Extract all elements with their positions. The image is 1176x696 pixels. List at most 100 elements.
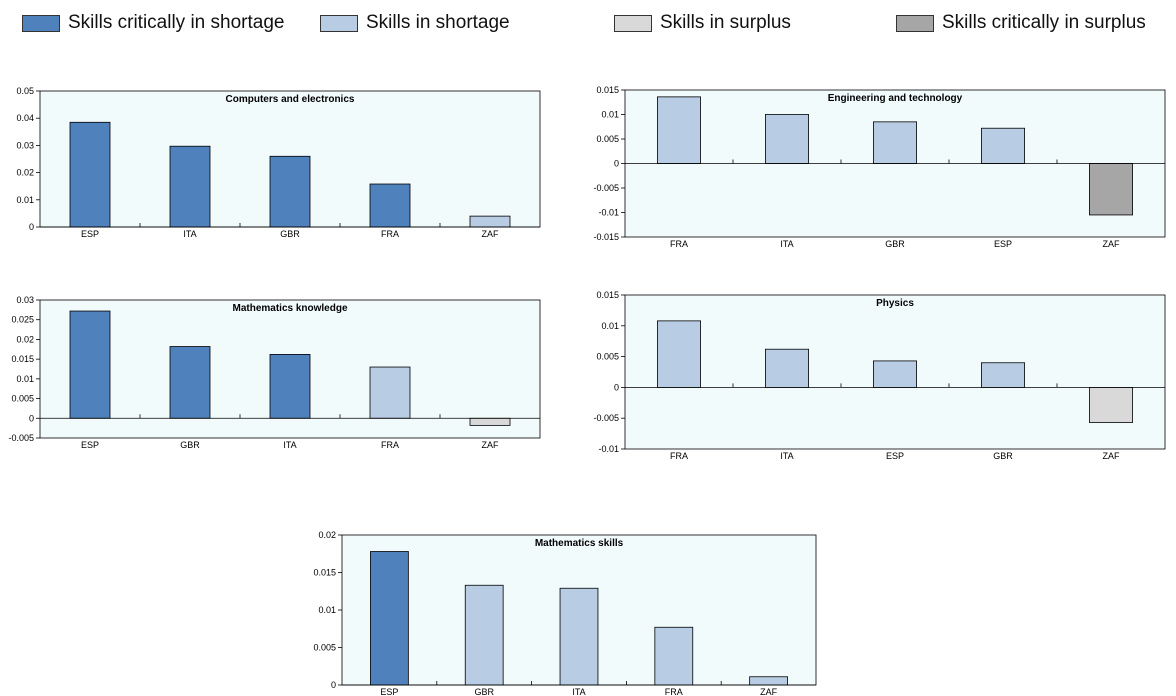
legend-swatch <box>896 14 934 32</box>
chart-legend: Skills critically in shortage Skills in … <box>0 0 1176 50</box>
bar-ita <box>764 114 809 164</box>
x-tick-label: ITA <box>283 440 296 450</box>
bar-fra <box>657 96 702 164</box>
y-tick-label: 0.015 <box>596 290 619 300</box>
chart-title: Mathematics skills <box>535 538 624 549</box>
x-tick-label: ITA <box>780 239 793 249</box>
y-tick-label: 0 <box>29 413 34 423</box>
legend-swatch <box>22 14 60 32</box>
legend-label: Skills critically in shortage <box>68 12 285 33</box>
chart-title: Engineering and technology <box>828 93 963 104</box>
legend-swatch <box>614 14 652 32</box>
chart-mathematics-skills: Mathematics skills 0 0.005 0.01 0.015 0.02 ESP… <box>300 505 840 696</box>
bar-fra <box>369 183 411 228</box>
x-tick-label: GBR <box>993 451 1013 461</box>
x-tick-label: ZAF <box>482 229 500 239</box>
y-tick-label: 0.01 <box>318 605 336 615</box>
bar-esp <box>69 310 111 419</box>
y-tick-label: 0.015 <box>11 354 34 364</box>
bar-esp <box>872 360 917 388</box>
y-tick-label: 0.03 <box>16 140 34 150</box>
chart-computers-and-electronics: Computers and electronics 0 0.01 0.02 0.03 0.… <box>0 76 560 246</box>
bar-ita <box>559 587 599 686</box>
bar-zaf <box>1088 387 1133 423</box>
legend-label: Skills in shortage <box>366 12 510 33</box>
y-tick-label: 0.04 <box>16 113 34 123</box>
y-tick-label: 0.02 <box>318 530 336 540</box>
x-tick-label: FRA <box>670 239 688 249</box>
x-tick-label: FRA <box>670 451 688 461</box>
x-tick-label: ESP <box>886 451 904 461</box>
x-tick-label: GBR <box>474 687 494 696</box>
x-tick-label: ITA <box>572 687 585 696</box>
y-tick-label: 0.01 <box>601 321 619 331</box>
x-tick-label: GBR <box>885 239 905 249</box>
y-tick-label: -0.005 <box>593 183 619 193</box>
chart-svg: Physics -0.01 -0.005 0 0.005 0.01 0.015 FRA ITA E… <box>593 290 1166 461</box>
chart-svg: Mathematics skills 0 0.005 0.01 0.015 0.02 ESP… <box>313 530 817 696</box>
y-tick-label: -0.005 <box>8 433 34 443</box>
chart-physics: Physics -0.01 -0.005 0 0.005 0.01 0.015 FRA ITA E… <box>585 280 1176 470</box>
y-tick-label: 0.005 <box>596 134 619 144</box>
x-tick-label: ESP <box>81 440 99 450</box>
chart-svg: Engineering and technology -0.015 -0.01 -0.… <box>593 85 1166 249</box>
x-tick-label: ZAF <box>1103 451 1121 461</box>
legend-item-critical-shortage: Skills critically in shortage <box>22 12 284 34</box>
y-tick-label: 0.01 <box>601 110 619 120</box>
x-tick-label: FRA <box>381 229 399 239</box>
x-tick-label: ITA <box>183 229 196 239</box>
y-tick-label: 0.005 <box>313 643 336 653</box>
y-tick-label: 0.02 <box>16 168 34 178</box>
x-tick-label: ESP <box>81 229 99 239</box>
x-tick-label: GBR <box>180 440 200 450</box>
y-tick-label: 0 <box>614 382 619 392</box>
bar-gbr <box>980 362 1025 388</box>
x-tick-label: ESP <box>994 239 1012 249</box>
y-tick-label: 0.025 <box>11 315 34 325</box>
y-tick-label: -0.01 <box>598 444 619 454</box>
y-tick-label: 0.005 <box>11 394 34 404</box>
bar-gbr <box>872 121 917 164</box>
x-tick-label: ZAF <box>760 687 778 696</box>
bar-zaf <box>469 215 511 228</box>
y-tick-label: 0.015 <box>596 85 619 95</box>
y-tick-label: 0.01 <box>16 195 34 205</box>
y-tick-label: 0.01 <box>16 374 34 384</box>
legend-swatch <box>320 14 358 32</box>
chart-title: Physics <box>876 298 914 309</box>
y-tick-label: -0.015 <box>593 232 619 242</box>
chart-title: Mathematics knowledge <box>232 303 347 314</box>
legend-label: Skills critically in surplus <box>942 12 1146 33</box>
bar-gbr <box>269 155 311 228</box>
x-tick-label: FRA <box>665 687 683 696</box>
y-tick-label: 0 <box>614 159 619 169</box>
bar-zaf <box>749 676 788 686</box>
y-tick-label: 0.03 <box>16 295 34 305</box>
bar-gbr <box>169 346 211 419</box>
bar-esp <box>370 551 409 686</box>
bar-zaf <box>1088 163 1133 216</box>
chart-mathematics-knowledge: Mathematics knowledge -0.005 0 0.005 0.01 0.0… <box>0 285 560 465</box>
legend-item-critical-surplus: Skills critically in surplus <box>896 12 1146 34</box>
bar-fra <box>369 366 411 419</box>
y-tick-label: 0.02 <box>16 334 34 344</box>
legend-item-surplus: Skills in surplus <box>614 12 791 34</box>
x-tick-label: FRA <box>381 440 399 450</box>
bar-fra <box>657 320 702 388</box>
y-tick-label: 0.005 <box>596 352 619 362</box>
y-tick-label: 0 <box>29 222 34 232</box>
bar-ita <box>764 348 809 388</box>
y-tick-label: 0.015 <box>313 568 336 578</box>
chart-title: Computers and electronics <box>226 94 355 105</box>
y-tick-label: -0.005 <box>593 413 619 423</box>
bar-gbr <box>464 584 504 686</box>
legend-label: Skills in surplus <box>660 12 791 33</box>
bar-ita <box>269 354 311 419</box>
x-tick-label: ZAF <box>1103 239 1121 249</box>
legend-item-shortage: Skills in shortage <box>320 12 510 34</box>
chart-engineering-and-technology: Engineering and technology -0.015 -0.01 -0.… <box>585 65 1176 261</box>
y-tick-label: -0.01 <box>598 208 619 218</box>
x-tick-label: GBR <box>280 229 300 239</box>
bar-fra <box>654 626 694 686</box>
bar-zaf <box>469 417 511 426</box>
